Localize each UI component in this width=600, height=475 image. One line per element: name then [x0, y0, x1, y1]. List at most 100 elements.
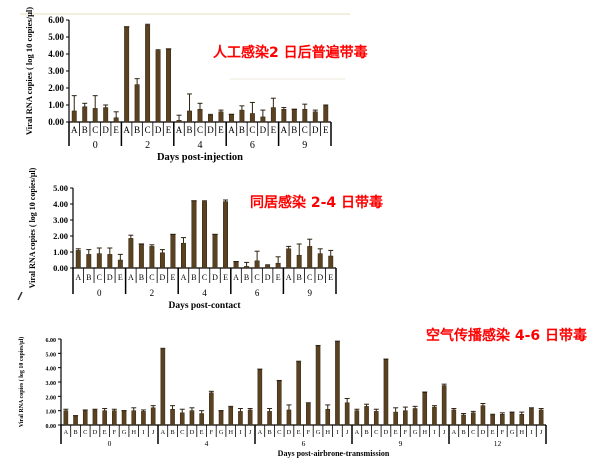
category-label: D: [207, 125, 214, 135]
bar: [238, 411, 243, 426]
bar: [63, 410, 69, 426]
bar: [519, 414, 525, 426]
category-label: J: [443, 429, 446, 436]
y-tick-label: 4.00: [48, 49, 64, 59]
bar: [92, 409, 98, 426]
bar: [315, 345, 321, 426]
bar: [275, 262, 281, 269]
bar: [112, 410, 117, 426]
category-label: I: [530, 429, 532, 436]
category-label: H: [519, 429, 524, 436]
bar: [103, 107, 109, 123]
bar: [202, 201, 207, 269]
category-label: C: [97, 273, 102, 282]
bar: [509, 412, 515, 426]
category-label: A: [71, 125, 78, 135]
category-label: D: [107, 273, 113, 282]
bar: [228, 114, 234, 123]
bar: [306, 403, 311, 426]
bar: [82, 106, 88, 123]
bar: [138, 243, 144, 269]
category-label: F: [210, 429, 214, 436]
bar: [490, 414, 495, 426]
category-label: E: [491, 429, 495, 436]
bar: [335, 341, 340, 426]
y-tick-label: 5.00: [53, 183, 68, 193]
group-label: 4: [205, 439, 209, 448]
category-label: J: [346, 429, 349, 436]
category-label: B: [191, 273, 196, 282]
category-label: C: [249, 125, 255, 135]
category-label: A: [123, 125, 130, 135]
category-label: C: [149, 273, 154, 282]
category-label: B: [239, 125, 245, 135]
category-label: I: [142, 429, 144, 436]
y-tick-label: 1.00: [46, 410, 57, 416]
category-label: A: [281, 125, 288, 135]
category-label: A: [181, 273, 187, 282]
category-label: B: [82, 125, 88, 135]
annotation-airborne: 空气传播感染 4-6 日带毒: [426, 328, 588, 344]
category-label: E: [200, 429, 204, 436]
bar: [422, 392, 428, 426]
y-tick-label: 3.00: [46, 381, 57, 387]
bar: [403, 410, 408, 426]
bar: [325, 408, 331, 426]
bar: [82, 410, 88, 426]
category-label: D: [260, 125, 267, 135]
bar: [149, 246, 155, 269]
bar: [247, 409, 253, 426]
bar: [364, 406, 369, 426]
x-axis-label: Days post-airbrone-transmission: [278, 449, 390, 458]
y-tick-label: 1.00: [48, 100, 64, 110]
bar: [265, 265, 271, 269]
group-label: 12: [494, 439, 502, 448]
category-label: C: [145, 125, 151, 135]
bar: [323, 105, 329, 123]
category-label: D: [155, 125, 162, 135]
bar: [159, 252, 165, 269]
bar: [373, 411, 379, 426]
category-label: A: [176, 125, 183, 135]
group-label: 2: [150, 288, 155, 298]
bar: [260, 116, 266, 123]
y-tick-label: 5.00: [48, 32, 64, 42]
bar: [212, 234, 218, 269]
category-label: C: [277, 429, 281, 436]
category-label: G: [219, 429, 224, 436]
bar: [312, 111, 318, 123]
category-label: D: [93, 429, 98, 436]
bar: [286, 409, 292, 426]
bar: [145, 24, 151, 123]
category-label: D: [160, 273, 166, 282]
category-label: C: [202, 273, 207, 282]
bar: [451, 409, 457, 426]
category-label: B: [461, 429, 466, 436]
category-label: G: [316, 429, 321, 436]
x-axis-label: Days post-contact: [168, 301, 241, 311]
bar: [500, 414, 505, 426]
category-label: A: [286, 273, 292, 282]
category-label: E: [323, 125, 329, 135]
category-label: B: [86, 273, 91, 282]
bar: [328, 255, 334, 269]
category-label: G: [122, 429, 127, 436]
bar: [412, 408, 418, 426]
category-label: D: [265, 273, 271, 282]
bar: [383, 359, 389, 426]
category-label: B: [291, 125, 297, 135]
annotation-contact: 同居感染 2-4 日带毒: [250, 195, 384, 211]
category-label: A: [63, 429, 68, 436]
bar: [270, 107, 276, 123]
bar: [239, 109, 245, 123]
y-tick-label: 5.00: [46, 352, 57, 358]
y-axis-label: Viral RNA copies ( log 10 copies/μl): [18, 337, 25, 428]
group-label: 6: [250, 140, 255, 151]
category-label: C: [374, 429, 378, 436]
category-label: B: [139, 273, 144, 282]
bar: [176, 120, 182, 123]
category-label: J: [540, 429, 543, 436]
category-label: A: [160, 429, 165, 436]
bar: [441, 385, 447, 426]
bar: [302, 109, 308, 123]
